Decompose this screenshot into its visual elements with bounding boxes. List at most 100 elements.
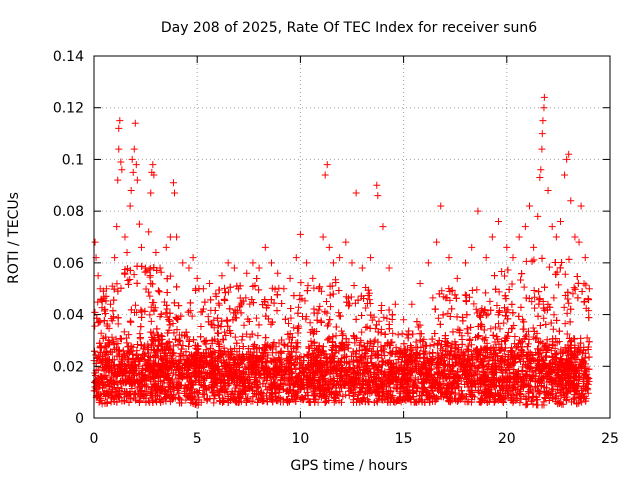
data-point — [495, 320, 503, 328]
data-point — [293, 325, 301, 333]
data-point — [421, 348, 429, 356]
data-point — [239, 332, 247, 340]
data-point — [97, 329, 105, 337]
data-point — [232, 381, 240, 389]
data-point — [493, 302, 501, 310]
data-point — [332, 276, 340, 284]
data-point — [362, 323, 370, 331]
data-point — [113, 280, 121, 288]
data-point — [584, 389, 592, 397]
data-point — [358, 328, 366, 336]
data-point — [563, 330, 571, 338]
data-point — [294, 303, 302, 311]
data-point — [246, 300, 254, 308]
data-point — [475, 370, 483, 378]
data-point — [268, 284, 276, 292]
data-point — [543, 336, 551, 344]
data-point — [201, 337, 209, 345]
data-point — [287, 314, 295, 322]
data-point — [150, 299, 158, 307]
data-point — [533, 334, 541, 342]
data-point — [380, 313, 388, 321]
data-point — [490, 357, 498, 365]
data-point — [550, 311, 558, 319]
data-point — [145, 266, 153, 274]
data-point — [304, 282, 312, 290]
data-point — [461, 291, 469, 299]
data-point — [454, 325, 462, 333]
data-point — [339, 392, 347, 400]
data-point — [362, 304, 370, 312]
data-point — [108, 333, 116, 341]
data-point — [114, 320, 122, 328]
data-point — [561, 320, 569, 328]
data-point — [332, 332, 340, 340]
data-point — [474, 387, 482, 395]
data-point — [434, 314, 442, 322]
data-point — [254, 332, 262, 340]
data-point — [426, 350, 434, 358]
data-point — [240, 321, 248, 329]
data-point — [259, 354, 267, 362]
data-point — [482, 289, 490, 297]
data-point — [326, 303, 334, 311]
data-point — [338, 398, 346, 406]
data-point — [495, 288, 503, 296]
data-point — [144, 383, 152, 391]
data-point — [132, 301, 140, 309]
data-point — [550, 294, 558, 302]
data-point — [504, 329, 512, 337]
data-point — [374, 374, 382, 382]
data-point — [157, 268, 165, 276]
data-point — [585, 307, 593, 315]
data-point — [156, 288, 164, 296]
data-point — [216, 342, 224, 350]
data-point — [219, 336, 227, 344]
data-point — [94, 298, 102, 306]
data-point — [214, 330, 222, 338]
data-point — [447, 343, 455, 351]
data-point — [565, 299, 573, 307]
data-point — [563, 309, 571, 317]
data-point — [394, 331, 402, 339]
data-point — [107, 373, 115, 381]
data-point — [297, 279, 305, 287]
data-point — [335, 309, 343, 317]
data-point — [306, 319, 314, 327]
data-point — [520, 283, 528, 291]
data-point — [472, 305, 480, 313]
data-point — [540, 314, 548, 322]
data-point — [479, 335, 487, 343]
data-point — [238, 336, 246, 344]
data-point — [481, 306, 489, 314]
data-point — [375, 317, 383, 325]
data-point — [440, 293, 448, 301]
data-point — [296, 291, 304, 299]
data-point — [120, 328, 128, 336]
data-point — [366, 296, 374, 304]
data-point — [414, 343, 422, 351]
data-point — [360, 394, 368, 402]
data-point — [247, 397, 255, 405]
data-point — [368, 316, 376, 324]
data-point — [470, 300, 478, 308]
data-point — [316, 302, 324, 310]
data-point — [383, 314, 391, 322]
data-point — [471, 381, 479, 389]
data-point — [290, 324, 298, 332]
data-point — [486, 297, 494, 305]
data-point — [224, 288, 232, 296]
data-point — [367, 368, 375, 376]
data-point — [496, 325, 504, 333]
data-point — [468, 341, 476, 349]
data-point — [108, 317, 116, 325]
data-point — [122, 334, 130, 342]
data-point — [511, 332, 519, 340]
data-point — [582, 281, 590, 289]
data-point — [545, 263, 553, 271]
data-point — [398, 330, 406, 338]
data-point — [169, 320, 177, 328]
data-point — [549, 325, 557, 333]
data-point — [531, 293, 539, 301]
data-point — [468, 287, 476, 295]
